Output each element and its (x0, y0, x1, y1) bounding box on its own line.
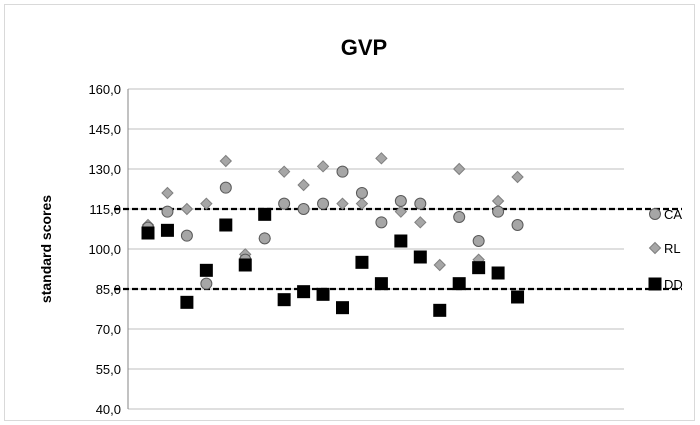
point-rl (452, 162, 466, 176)
point-rl (375, 152, 388, 165)
point-ca (161, 205, 174, 218)
y-tick-label: 115,0 (89, 202, 121, 217)
legend-label-dd: DD (664, 277, 683, 292)
y-tick-label: 160,0 (88, 82, 121, 97)
point-dd (258, 207, 272, 221)
point-rl (277, 165, 291, 178)
point-dd (199, 263, 213, 277)
y-axis-label: standard scores (38, 195, 54, 303)
legend: CA RL DD (648, 207, 683, 292)
legend-marker-dd (648, 277, 662, 291)
point-dd (374, 277, 388, 291)
point-rl (219, 154, 233, 168)
point-dd (355, 255, 369, 269)
point-dd (316, 287, 330, 301)
point-rl (161, 186, 174, 200)
y-tick-label: 145,0 (88, 122, 121, 137)
point-ca (200, 277, 213, 290)
y-tick-label: 130,0 (88, 162, 121, 177)
point-ca (297, 203, 310, 215)
data-points (141, 152, 525, 317)
point-ca (317, 197, 330, 210)
point-rl (316, 160, 330, 173)
point-rl (336, 197, 349, 210)
point-ca (414, 197, 427, 210)
point-dd (413, 250, 427, 264)
chart-title: GVP (341, 35, 387, 60)
y-tick-label: 40,0 (96, 402, 121, 417)
point-ca (180, 229, 193, 242)
point-dd (141, 226, 155, 240)
point-rl (491, 194, 505, 208)
y-tick-labels: 160,0 145,0 130,0 115,0 100,0 85,0 70,0 55,0 40,… (88, 82, 121, 417)
point-ca (278, 197, 291, 210)
legend-label-ca: CA (664, 207, 682, 222)
point-ca (219, 181, 232, 194)
point-rl (414, 216, 427, 229)
point-rl (355, 197, 369, 210)
legend-marker-ca (649, 208, 661, 220)
point-dd (277, 293, 291, 307)
point-ca (355, 187, 368, 199)
y-tick-label: 70,0 (96, 322, 121, 337)
point-dd (511, 290, 525, 304)
point-dd (180, 295, 194, 309)
point-ca (336, 165, 349, 178)
point-rl (180, 202, 194, 216)
point-dd (491, 266, 505, 280)
point-ca (472, 235, 485, 247)
point-rl (297, 178, 310, 192)
point-dd (336, 301, 349, 315)
point-ca (375, 216, 388, 229)
point-ca (394, 195, 407, 207)
point-dd (160, 223, 174, 237)
chart-frame (4, 4, 695, 421)
point-ca (492, 205, 505, 218)
y-tick-label: 100,0 (88, 242, 121, 257)
point-ca (453, 211, 466, 223)
point-rl (433, 258, 446, 272)
grid-layer (127, 88, 624, 410)
point-dd (297, 285, 311, 299)
point-dd (219, 218, 233, 232)
y-tick-label: 55,0 (96, 362, 121, 377)
point-ca (511, 219, 524, 231)
legend-marker-rl (648, 241, 662, 255)
point-dd (472, 261, 486, 275)
point-rl (394, 205, 408, 218)
point-dd (394, 234, 408, 248)
point-ca (258, 232, 271, 245)
legend-label-rl: RL (664, 241, 681, 256)
point-dd (433, 303, 447, 317)
point-dd (452, 277, 466, 291)
point-rl (200, 197, 213, 210)
point-dd (238, 258, 252, 272)
point-rl (511, 170, 524, 184)
y-tick-label: 85,0 (96, 282, 121, 297)
